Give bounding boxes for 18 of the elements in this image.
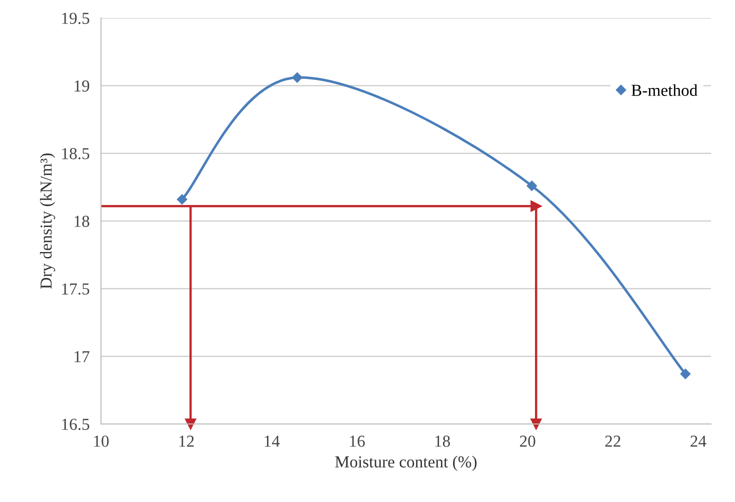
y-tick-label: 17.5 [62,283,90,295]
x-tick-label: 22 [605,436,620,447]
legend-label: B-method [631,84,698,96]
y-tick-label: 19 [74,80,90,92]
x-tick-label: 10 [94,436,109,447]
y-tick-label: 18.5 [62,148,90,160]
x-tick-label: 18 [435,436,450,447]
y-tick-label: 17 [74,351,90,362]
x-tick-label: 20 [520,436,536,447]
y-tick-label: 18 [74,216,90,227]
x-tick-label: 14 [264,436,280,447]
x-tick-label: 16 [350,436,365,447]
x-axis-title: Moisture content (%) [335,456,477,471]
y-tick-label: 19.5 [62,12,90,24]
x-tick-label: 12 [179,436,194,447]
y-tick-label: 16.5 [62,418,90,430]
x-tick-label: 24 [690,436,706,447]
y-axis-title: Dry density (kN/m³) [40,154,56,289]
